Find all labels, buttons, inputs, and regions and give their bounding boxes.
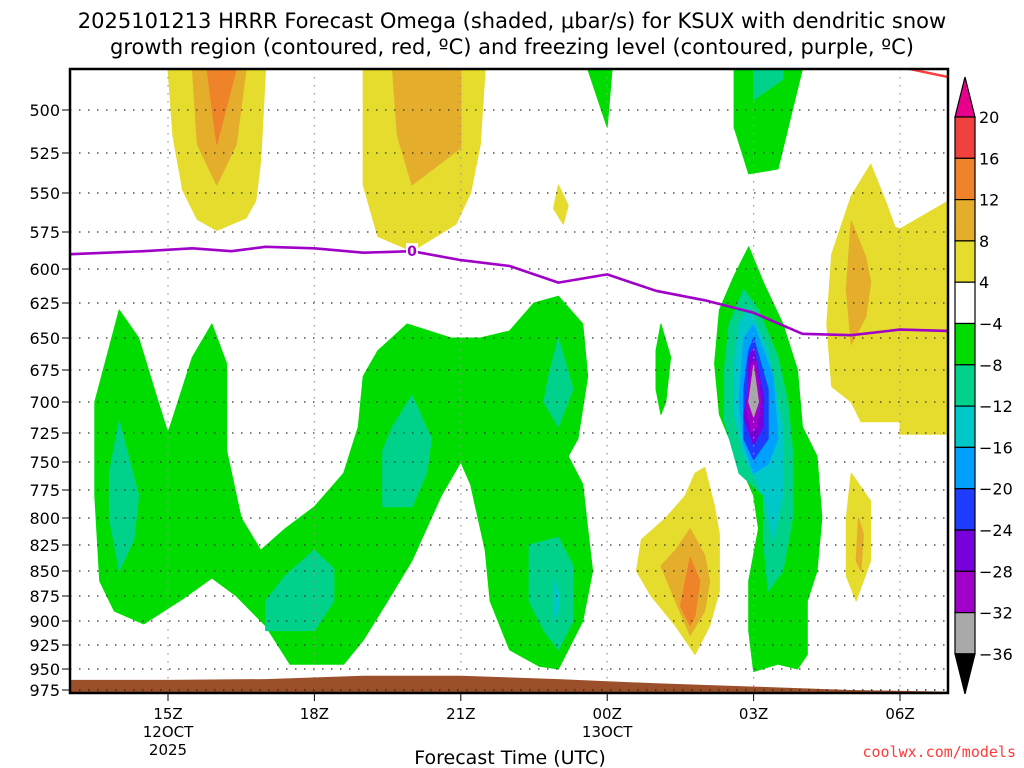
colorbar-bin-12 xyxy=(954,570,976,614)
colorbar-label-5: −4 xyxy=(979,315,1003,334)
y-tick-label-750: 750 xyxy=(29,453,60,472)
y-tick-label-825: 825 xyxy=(29,536,60,555)
x-tick-label-24-1: 13OCT xyxy=(582,723,633,741)
omega-region-26 xyxy=(748,365,759,418)
colorbar: 20 16 12 8 4 −4 −8 −12 −16 −20 −24 −28 −32 −36 xyxy=(954,76,1013,695)
colorbar-label-6: −8 xyxy=(979,356,1003,375)
colorbar-bin-1 xyxy=(954,116,976,159)
credit-text[interactable]: coolwx.com/models xyxy=(862,743,1016,761)
omega-shaded-regions xyxy=(94,69,948,672)
y-tick-label-575: 575 xyxy=(29,223,60,242)
colorbar-label-1: 16 xyxy=(979,149,999,168)
freezing-level-label: 0 xyxy=(407,244,417,260)
terrain-layer xyxy=(70,675,948,693)
x-tick-label-30-0: 06Z xyxy=(885,705,914,723)
omega-region-8 xyxy=(753,69,784,101)
y-tick-label-600: 600 xyxy=(29,260,60,279)
colorbar-bin-3 xyxy=(954,199,976,242)
grid-lines xyxy=(70,69,948,693)
colorbar-bin-5 xyxy=(954,281,976,325)
colorbar-label-7: −12 xyxy=(979,397,1013,416)
colorbar-label-10: −24 xyxy=(979,521,1013,540)
colorbar-label-8: −16 xyxy=(979,438,1013,457)
y-tick-label-950: 950 xyxy=(29,660,60,679)
y-tick-label-525: 525 xyxy=(29,144,60,163)
colorbar-bin-8 xyxy=(954,405,976,449)
colorbar-bin-9 xyxy=(954,446,976,490)
y-tick-label-625: 625 xyxy=(29,294,60,313)
omega-region-17 xyxy=(553,578,559,622)
y-tick-label-700: 700 xyxy=(29,393,60,412)
omega-region-18 xyxy=(655,323,672,415)
colorbar-bin-10 xyxy=(954,488,976,531)
y-tick-label-675: 675 xyxy=(29,361,60,380)
y-tick-label-650: 650 xyxy=(29,329,60,348)
y-tick-label-500: 500 xyxy=(29,101,60,120)
freezing-level-label-bg xyxy=(406,243,418,260)
y-tick-label-850: 850 xyxy=(29,562,60,581)
colorbar-bin-6 xyxy=(954,322,976,366)
colorbar-label-13: −36 xyxy=(979,645,1013,664)
omega-region-2 xyxy=(206,69,237,145)
y-tick-label-550: 550 xyxy=(29,184,60,203)
omega-region-9 xyxy=(826,163,948,435)
y-tick-label-900: 900 xyxy=(29,612,60,631)
colorbar-bin-13 xyxy=(954,611,976,655)
omega-region-31 xyxy=(855,517,864,572)
y-axis: 500 525 550 575 600 625 650 675 700 725 750 775 800 8… xyxy=(29,101,70,700)
x-tick-label-15-0: 15Z xyxy=(153,705,182,723)
omega-region-12 xyxy=(108,420,140,572)
colorbar-label-11: −28 xyxy=(979,562,1013,581)
plot-area: 0 xyxy=(68,67,950,695)
x-tick-label-27-0: 03Z xyxy=(739,705,768,723)
dgz-contour-line xyxy=(903,69,948,79)
colorbar-bottom-arrow xyxy=(954,653,976,695)
colorbar-label-0: 20 xyxy=(979,108,999,127)
omega-region-13 xyxy=(265,549,335,632)
contour-lines: 0 xyxy=(70,69,948,337)
omega-region-15 xyxy=(543,337,574,428)
omega-region-14 xyxy=(382,395,432,508)
colorbar-label-2: 12 xyxy=(979,191,999,210)
colorbar-top-arrow xyxy=(954,76,976,118)
plot-frame xyxy=(68,67,950,695)
x-tick-label-15-2: 2025 xyxy=(149,741,187,759)
colorbar-label-9: −20 xyxy=(979,480,1013,499)
x-tick-label-21-0: 21Z xyxy=(446,705,475,723)
colorbar-bin-7 xyxy=(954,364,976,407)
omega-region-29 xyxy=(679,557,701,627)
x-axis-label: Forecast Time (UTC) xyxy=(414,747,605,768)
chart-title-line1: 2025101213 HRRR Forecast Omega (shaded, … xyxy=(78,9,946,33)
colorbar-label-12: −32 xyxy=(979,604,1013,623)
omega-region-11 xyxy=(94,295,594,670)
omega-region-7 xyxy=(733,69,803,175)
colorbar-label-3: 8 xyxy=(979,232,989,251)
omega-region-6 xyxy=(587,69,613,128)
y-tick-label-975: 975 xyxy=(29,681,60,700)
colorbar-label-4: 4 xyxy=(979,273,989,292)
omega-region-10 xyxy=(845,220,872,345)
colorbar-bin-11 xyxy=(954,529,976,572)
freezing-level-line xyxy=(70,245,948,337)
y-tick-label-725: 725 xyxy=(29,424,60,443)
x-tick-label-15-1: 12OCT xyxy=(143,723,194,741)
colorbar-bin-4 xyxy=(954,240,976,283)
chart-title-line2: growth region (contoured, red, ºC) and f… xyxy=(110,35,914,59)
y-tick-label-800: 800 xyxy=(29,509,60,528)
y-tick-label-925: 925 xyxy=(29,636,60,655)
x-tick-label-24-0: 00Z xyxy=(593,705,622,723)
terrain-fill xyxy=(70,675,948,693)
colorbar-bin-2 xyxy=(954,157,976,201)
omega-region-16 xyxy=(528,536,574,651)
x-tick-label-18-0: 18Z xyxy=(300,705,329,723)
omega-region-4 xyxy=(392,69,462,186)
omega-region-5 xyxy=(553,184,569,225)
y-tick-label-775: 775 xyxy=(29,481,60,500)
y-tick-label-875: 875 xyxy=(29,587,60,606)
